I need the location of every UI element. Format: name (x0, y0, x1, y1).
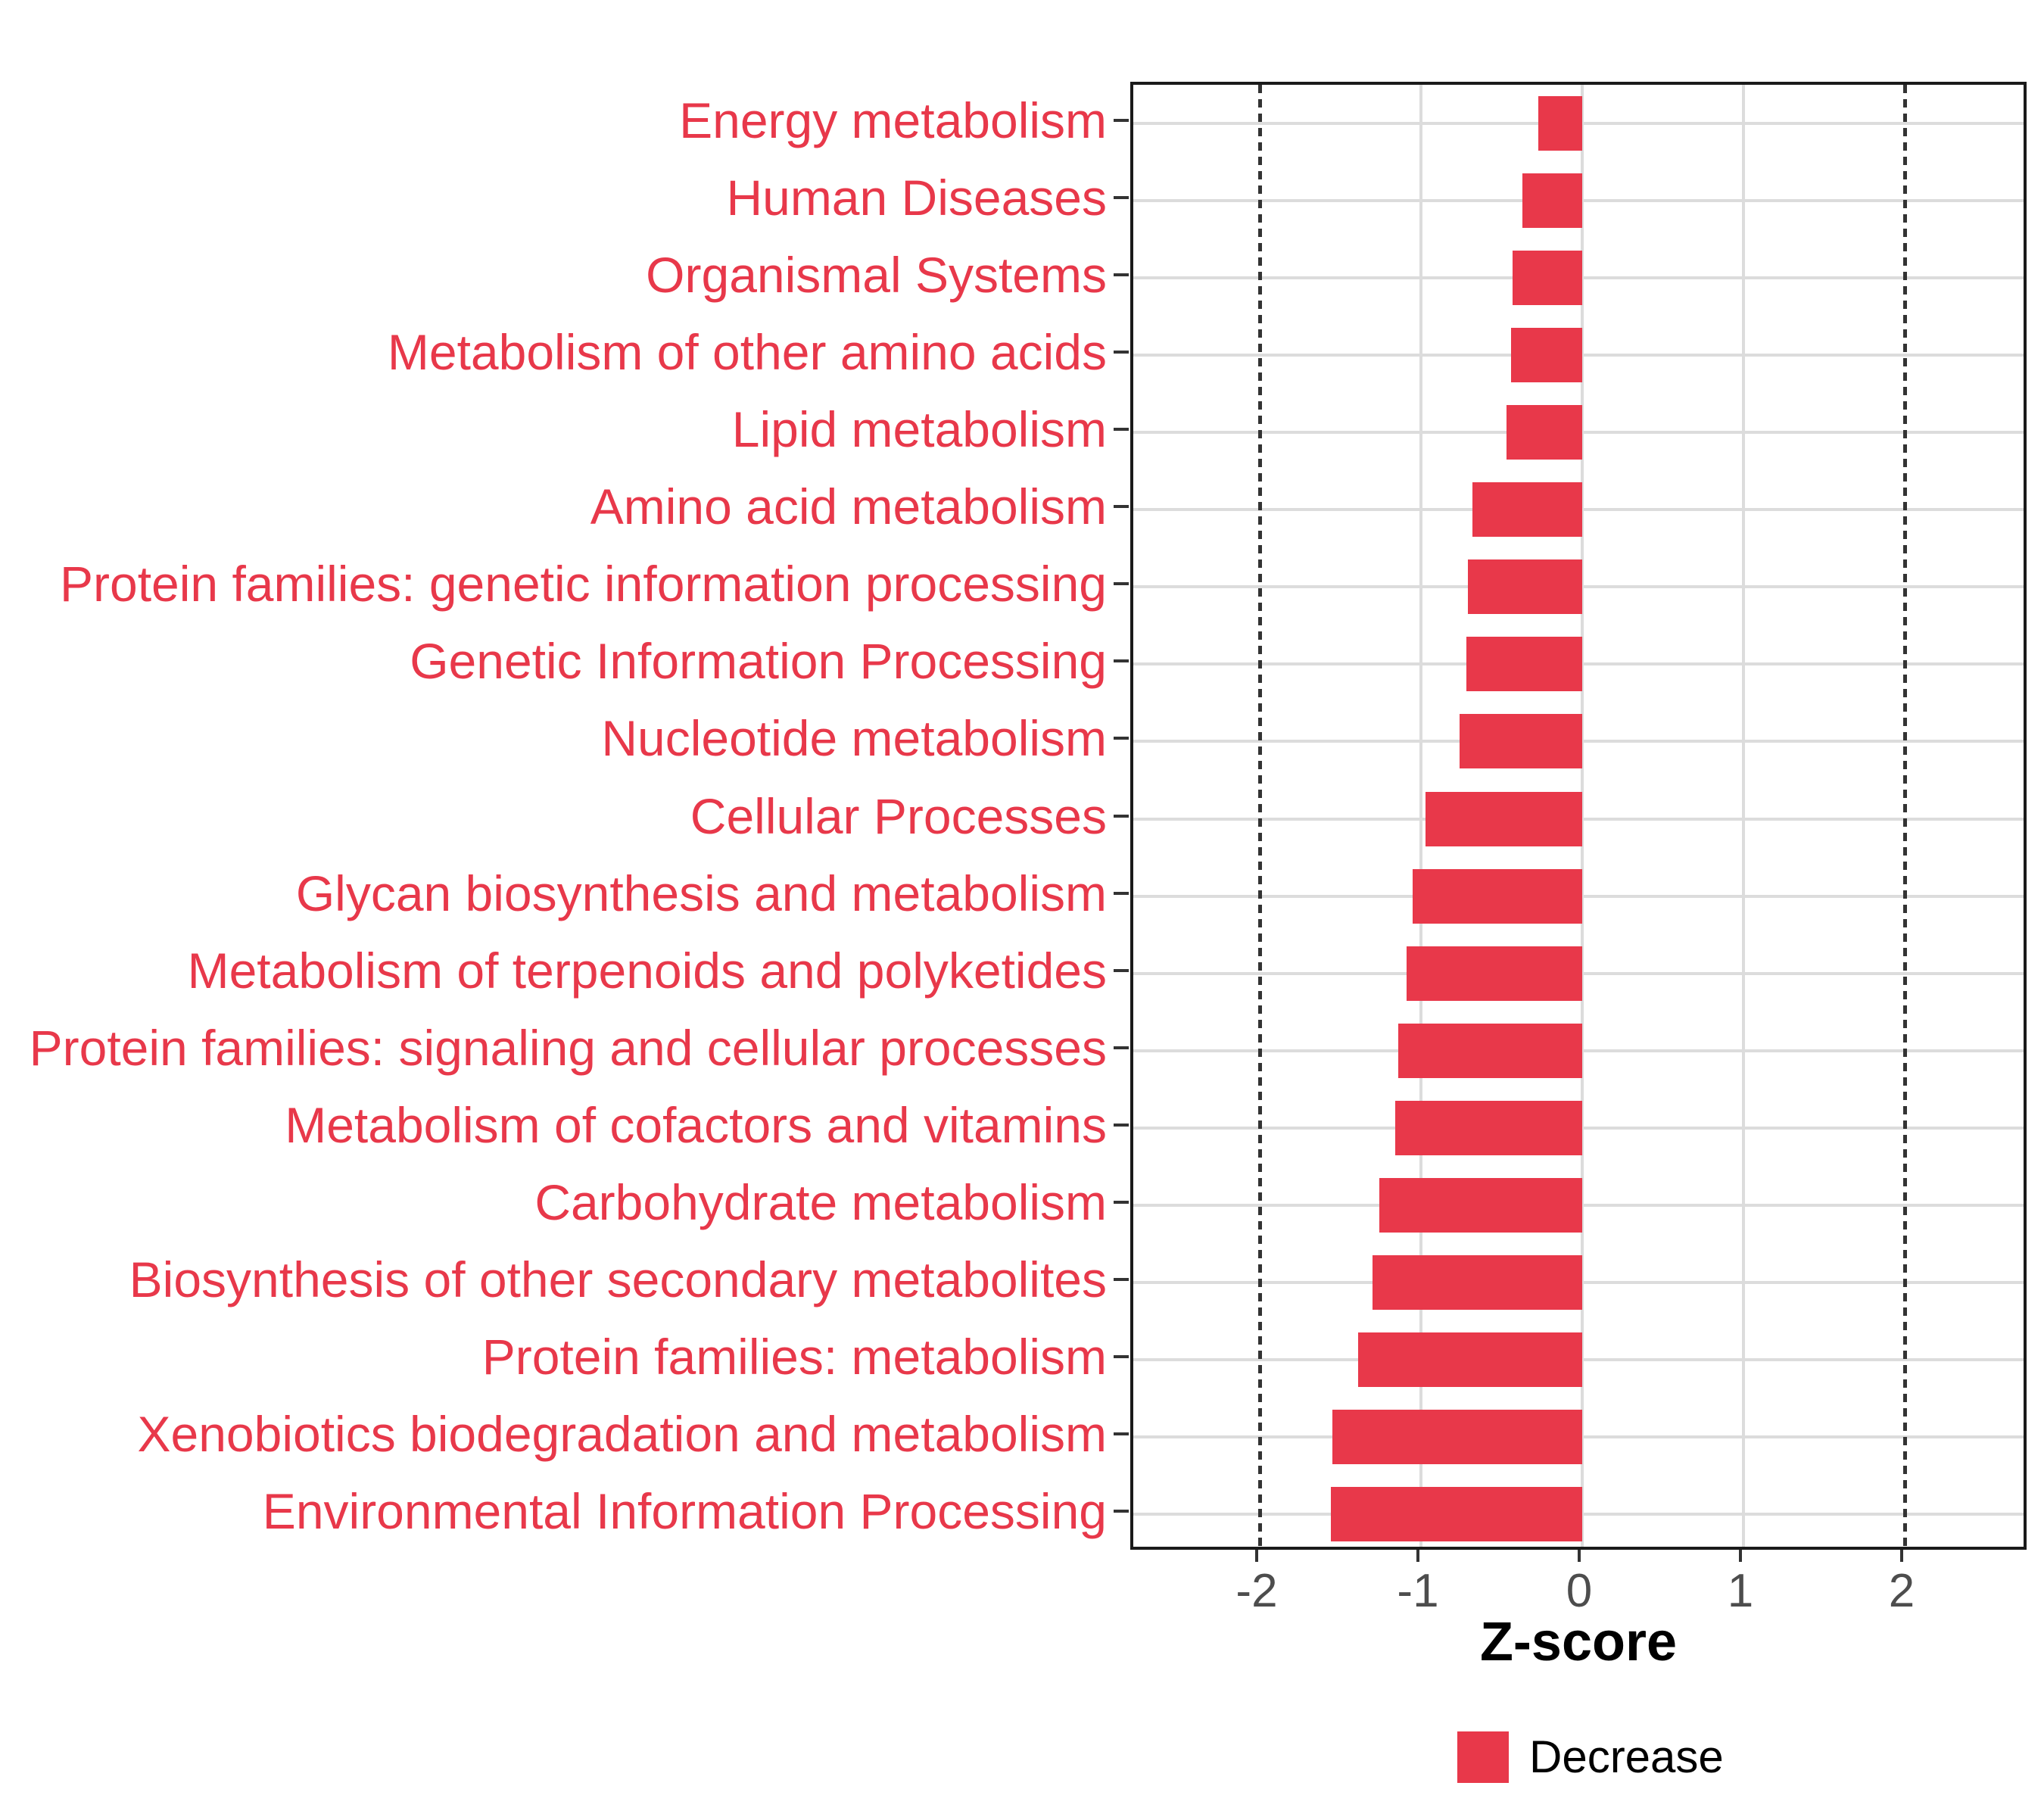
legend-label-decrease: Decrease (1529, 1731, 1724, 1782)
category-label: Organismal Systems (646, 247, 1107, 304)
y-tick (1114, 428, 1129, 432)
bar (1406, 946, 1582, 1001)
x-tick (1255, 1550, 1258, 1562)
x-tick-label: 2 (1888, 1565, 1915, 1617)
category-label: Cellular Processes (690, 787, 1107, 844)
bar (1506, 405, 1582, 460)
category-label: Protein families: genetic information pr… (59, 556, 1107, 612)
category-label: Lipid metabolism (731, 401, 1107, 458)
category-label: Human Diseases (726, 170, 1107, 226)
y-tick (1114, 814, 1129, 818)
bar (1373, 1254, 1582, 1310)
y-tick (1114, 351, 1129, 354)
category-label: Amino acid metabolism (590, 478, 1107, 535)
y-tick (1114, 1432, 1129, 1435)
y-tick (1114, 1046, 1129, 1049)
plot-panel (1130, 82, 2027, 1550)
category-label: Metabolism of cofactors and vitamins (285, 1096, 1107, 1153)
x-tick (1900, 1550, 1903, 1562)
category-label: Glycan biosynthesis and metabolism (295, 865, 1107, 921)
bar (1357, 1332, 1582, 1387)
y-tick (1114, 1200, 1129, 1204)
bar (1522, 173, 1582, 229)
x-tick-label: 0 (1566, 1565, 1593, 1617)
category-label: Carbohydrate metabolism (534, 1173, 1107, 1230)
bar (1332, 1409, 1582, 1464)
y-tick (1114, 505, 1129, 509)
y-tick (1114, 273, 1129, 277)
y-tick (1114, 119, 1129, 123)
bar (1511, 328, 1582, 383)
x-tick-label: -2 (1235, 1565, 1278, 1617)
category-label: Biosynthesis of other secondary metaboli… (129, 1251, 1107, 1307)
gridline-vertical (1581, 85, 1584, 1547)
category-label: Nucleotide metabolism (601, 710, 1107, 767)
bar (1426, 791, 1582, 846)
y-tick (1114, 659, 1129, 663)
category-label: Genetic Information Processing (410, 633, 1107, 690)
x-tick (1416, 1550, 1419, 1562)
bar (1398, 1023, 1582, 1078)
category-label: Protein families: metabolism (481, 1328, 1107, 1385)
y-tick (1114, 1354, 1129, 1358)
bar (1330, 1486, 1582, 1541)
category-label: Xenobiotics biodegradation and metabolis… (137, 1405, 1108, 1462)
legend: Decrease (1457, 1731, 1724, 1783)
legend-swatch-decrease (1457, 1731, 1509, 1783)
y-tick (1114, 1277, 1129, 1281)
gridline-vertical (1742, 85, 1745, 1547)
x-tick (1578, 1550, 1581, 1562)
y-tick (1114, 737, 1129, 740)
y-tick (1114, 582, 1129, 586)
bar (1513, 251, 1582, 306)
bar (1413, 868, 1582, 924)
reference-line (1902, 85, 1907, 1547)
gridline-vertical (1419, 85, 1422, 1547)
x-axis-title: Z-score (1479, 1612, 1678, 1672)
category-label: Metabolism of terpenoids and polyketides (187, 942, 1107, 999)
x-tick-label: 1 (1727, 1565, 1754, 1617)
bar (1379, 1177, 1582, 1233)
y-tick (1114, 1509, 1129, 1513)
x-tick-label: -1 (1397, 1565, 1439, 1617)
category-label: Environmental Information Processing (262, 1482, 1107, 1539)
bar (1538, 96, 1582, 151)
category-label: Protein families: signaling and cellular… (29, 1019, 1107, 1076)
bar (1472, 482, 1582, 538)
bar (1394, 1100, 1582, 1155)
category-label: Energy metabolism (679, 92, 1107, 149)
y-tick (1114, 968, 1129, 972)
bar (1467, 559, 1582, 615)
category-label: Metabolism of other amino acids (387, 324, 1107, 381)
bar (1466, 637, 1582, 692)
y-tick (1114, 196, 1129, 200)
y-tick (1114, 1123, 1129, 1127)
x-tick (1739, 1550, 1742, 1562)
bar (1460, 714, 1582, 769)
reference-line (1257, 85, 1262, 1547)
y-tick (1114, 891, 1129, 895)
